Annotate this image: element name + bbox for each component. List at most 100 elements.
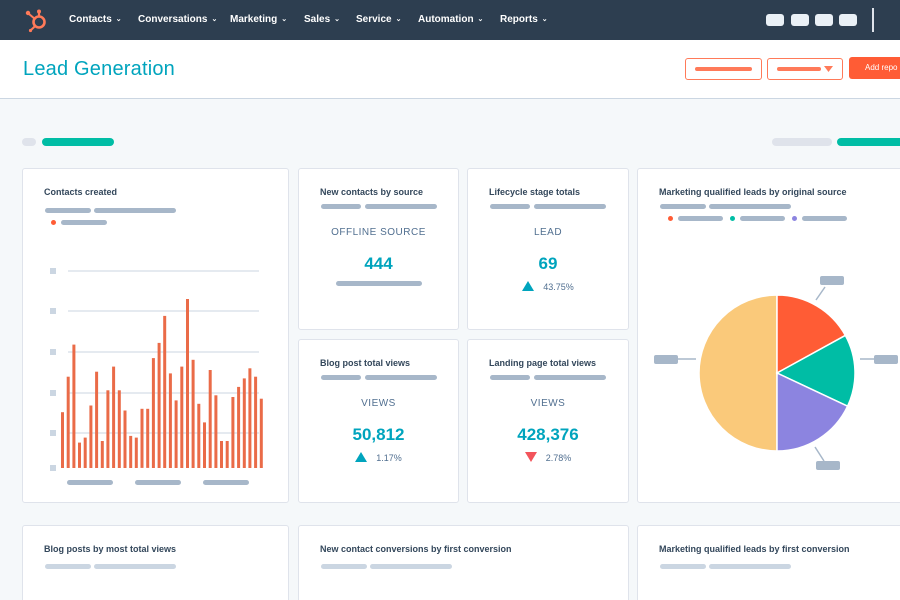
- kpi-value: 69: [538, 254, 558, 273]
- bar: [140, 408, 144, 468]
- bar: [78, 442, 81, 468]
- subtitle-placeholder: [94, 564, 176, 569]
- add-report-button[interactable]: Add repo: [849, 57, 900, 79]
- nav-sales[interactable]: Sales ⌄: [304, 0, 340, 40]
- nav-label: Service: [356, 14, 392, 25]
- filter-active-tab[interactable]: [42, 138, 114, 146]
- nav-label: Reports: [500, 14, 538, 25]
- nav-utility-button[interactable]: [766, 14, 784, 26]
- subtitle-placeholder: [534, 375, 606, 380]
- bar: [191, 359, 195, 468]
- bar: [225, 441, 229, 468]
- lifecycle-stage-totals-card[interactable]: Lifecycle stage totals LEAD 69 43.75%: [467, 168, 629, 330]
- blog-post-total-views-card[interactable]: Blog post total views VIEWS 50,812 1.17%: [298, 339, 459, 503]
- bar: [163, 315, 167, 468]
- subtitle-placeholder: [365, 204, 437, 209]
- nav-contacts[interactable]: Contacts ⌄: [69, 0, 122, 40]
- contacts-created-card[interactable]: Contacts created: [22, 168, 289, 503]
- nav-utility-button[interactable]: [815, 14, 833, 26]
- nav-label: Conversations: [138, 14, 208, 25]
- legend-label-placeholder: [678, 216, 723, 221]
- kpi-change-value: 1.17%: [376, 453, 402, 463]
- nav-utility-button[interactable]: [791, 14, 809, 26]
- x-axis-label-placeholder: [67, 480, 113, 485]
- caret-down-icon: [824, 66, 833, 72]
- bar: [157, 342, 161, 468]
- kpi-label: VIEWS: [530, 398, 566, 409]
- kpi-change: 2.78%: [468, 452, 628, 463]
- legend-dot: [668, 216, 673, 221]
- new-contacts-by-source-card[interactable]: New contacts by source OFFLINE SOURCE 44…: [298, 168, 459, 330]
- chevron-down-icon: ⌄: [395, 16, 402, 23]
- bar: [112, 366, 116, 468]
- bar: [254, 376, 258, 468]
- subtitle-placeholder: [490, 204, 530, 209]
- landing-page-total-views-card[interactable]: Landing page total views VIEWS 428,376 2…: [467, 339, 629, 503]
- bar: [237, 386, 241, 468]
- subtitle-placeholder: [709, 204, 791, 209]
- nav-conversations[interactable]: Conversations ⌄: [138, 0, 217, 40]
- bar: [134, 437, 138, 468]
- hubspot-logo-icon[interactable]: [24, 7, 50, 33]
- card-title: Contacts created: [44, 187, 118, 197]
- trend-up-icon: [522, 281, 535, 291]
- subtitle-placeholder: [321, 375, 361, 380]
- blog-posts-by-views-card[interactable]: Blog posts by most total views: [22, 525, 289, 600]
- chevron-down-icon: ⌄: [334, 16, 341, 23]
- legend-dot: [792, 216, 797, 221]
- x-axis-label-placeholder: [203, 480, 249, 485]
- new-contact-conversions-card[interactable]: New contact conversions by first convers…: [298, 525, 629, 600]
- chevron-down-icon: ⌄: [115, 16, 122, 23]
- subtitle-placeholder: [365, 375, 437, 380]
- y-axis-tick: [50, 465, 56, 471]
- bar: [220, 441, 223, 468]
- button-label-placeholder: [777, 67, 821, 71]
- pie-slice: [775, 334, 856, 408]
- nav-automation[interactable]: Automation ⌄: [418, 0, 483, 40]
- y-axis-tick: [50, 268, 56, 274]
- kpi-change: 43.75%: [468, 281, 628, 292]
- nav-label: Marketing: [230, 14, 278, 25]
- x-axis-label-placeholder: [135, 480, 181, 485]
- kpi-label: OFFLINE SOURCE: [331, 227, 426, 238]
- y-axis-tick: [50, 349, 56, 355]
- y-axis-tick: [50, 308, 56, 314]
- kpi-change: 1.17%: [299, 452, 458, 463]
- card-title: Blog posts by most total views: [44, 544, 177, 554]
- date-range-placeholder[interactable]: [772, 138, 832, 146]
- bar: [129, 435, 133, 468]
- subtitle-placeholder: [490, 375, 530, 380]
- date-range-selector[interactable]: [837, 138, 900, 146]
- nav-reports[interactable]: Reports ⌄: [500, 0, 548, 40]
- legend-label-placeholder: [61, 220, 107, 225]
- nav-service[interactable]: Service ⌄: [356, 0, 401, 40]
- bar: [151, 358, 155, 468]
- y-axis-tick: [50, 430, 56, 436]
- nav-label: Contacts: [69, 14, 112, 25]
- mql-by-original-source-card[interactable]: Marketing qualified leads by original so…: [637, 168, 900, 503]
- pie-slice: [698, 294, 778, 452]
- top-navigation: Contacts ⌄ Conversations ⌄ Marketing ⌄ Sale…: [0, 0, 900, 40]
- header-action-button[interactable]: [685, 58, 762, 80]
- mql-by-first-conversion-card[interactable]: Marketing qualified leads by first conve…: [637, 525, 900, 600]
- kpi-value: 428,376: [517, 425, 579, 444]
- subtitle-placeholder: [709, 564, 791, 569]
- bar: [231, 397, 235, 468]
- card-title: New contact conversions by first convers…: [320, 544, 512, 554]
- nav-marketing[interactable]: Marketing ⌄: [230, 0, 287, 40]
- callout-label-placeholder: [816, 461, 840, 470]
- nav-label: Automation: [418, 14, 474, 25]
- y-axis-tick: [50, 390, 56, 396]
- header-dropdown-button[interactable]: [767, 58, 843, 80]
- legend-dot: [51, 220, 56, 225]
- subtitle-placeholder: [45, 564, 91, 569]
- bar: [203, 422, 206, 468]
- bar: [174, 400, 178, 468]
- pie-slice: [776, 371, 849, 452]
- card-title: Marketing qualified leads by original so…: [659, 187, 847, 197]
- filter-placeholder: [22, 138, 36, 146]
- nav-utility-button[interactable]: [839, 14, 857, 26]
- subtitle-placeholder: [94, 208, 176, 213]
- contacts-created-bar-chart: [50, 268, 263, 471]
- callout-label-placeholder: [874, 355, 898, 364]
